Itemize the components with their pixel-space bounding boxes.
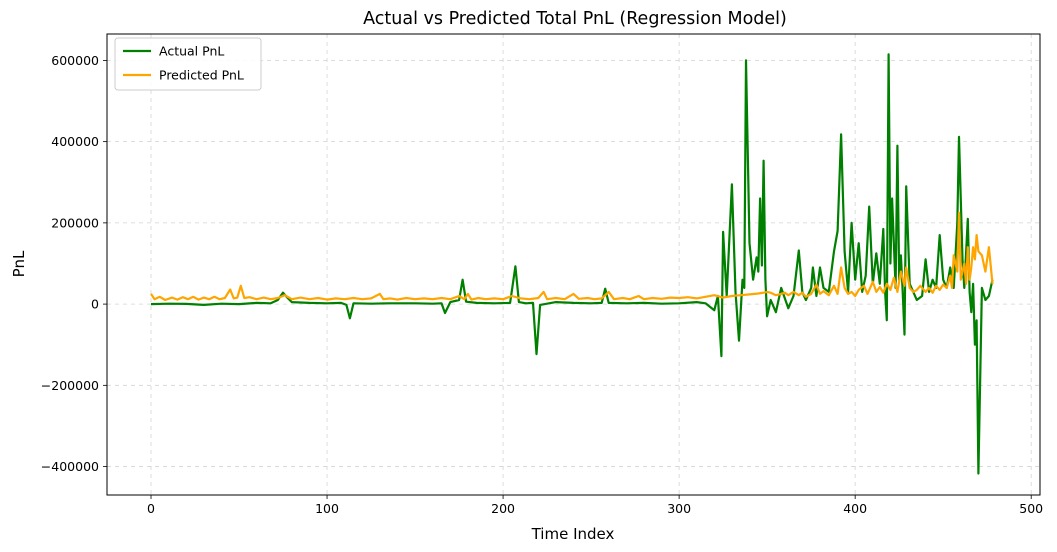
series-layer xyxy=(150,53,994,475)
y-tick-label: −200000 xyxy=(41,378,99,393)
axis-ticks: 0 100 200 300 400 500 −400000 −200000 0 200000 400… xyxy=(41,53,1043,516)
legend-label-actual: Actual PnL xyxy=(159,44,224,59)
y-tick-label: 600000 xyxy=(51,53,99,68)
x-tick-label: 500 xyxy=(1019,501,1043,516)
y-tick-label: 200000 xyxy=(51,215,99,230)
legend-box xyxy=(114,37,262,91)
y-tick-label: 400000 xyxy=(51,134,99,149)
legend-label-predicted: Predicted PnL xyxy=(159,68,244,83)
plot-frame xyxy=(106,33,1041,496)
series-predicted-line xyxy=(150,211,994,302)
y-tick-label: 0 xyxy=(91,297,99,312)
y-tick-label: −400000 xyxy=(41,459,99,474)
x-tick-label: 300 xyxy=(667,501,691,516)
series-actual-line xyxy=(150,53,994,475)
x-tick-label: 0 xyxy=(147,501,155,516)
x-tick-label: 100 xyxy=(315,501,339,516)
legend: Actual PnL Predicted PnL xyxy=(114,37,262,91)
chart-title: Actual vs Predicted Total PnL (Regressio… xyxy=(363,9,787,29)
x-tick-label: 400 xyxy=(843,501,867,516)
x-axis-label: Time Index xyxy=(531,525,615,543)
y-axis-label: PnL xyxy=(10,250,28,277)
x-tick-label: 200 xyxy=(491,501,515,516)
